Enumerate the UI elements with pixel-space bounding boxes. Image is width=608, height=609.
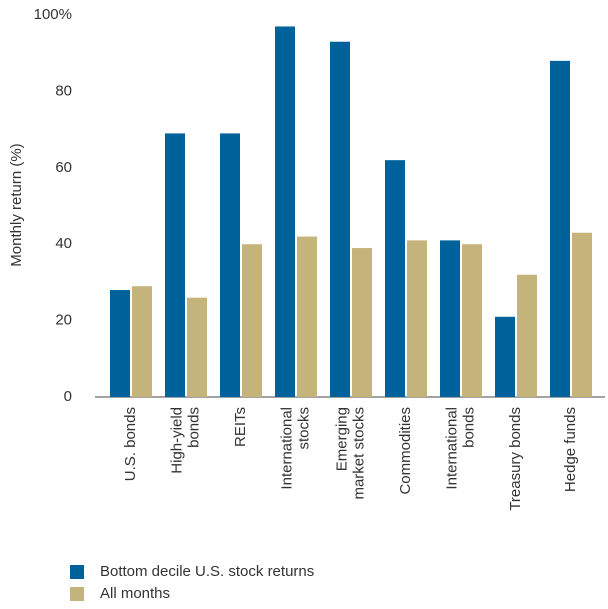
bar (297, 236, 317, 397)
x-tick-label: Commodities (397, 407, 414, 495)
y-tick-label: 80 (55, 82, 72, 99)
legend-swatch (70, 565, 84, 579)
x-tick-label: International (443, 407, 460, 490)
x-tick-label: REITs (232, 407, 249, 447)
x-tick-label: High-yield (168, 407, 185, 474)
bar (330, 41, 350, 398)
x-tick-label: U.S. bonds (122, 407, 139, 481)
bar (550, 60, 570, 398)
bar (110, 290, 130, 397)
x-tick-label: International (278, 407, 295, 490)
x-tick-label: bonds (185, 407, 202, 448)
y-tick-label: 100% (34, 6, 72, 23)
x-tick-label: market stocks (350, 407, 367, 500)
bar (462, 244, 482, 397)
bar (385, 160, 405, 397)
bar (572, 232, 592, 397)
y-tick-label: 60 (55, 159, 72, 176)
bar (220, 133, 240, 398)
bar (275, 26, 295, 398)
bar (242, 244, 262, 397)
bar (407, 240, 427, 397)
bar (187, 297, 207, 397)
x-tick-label: Treasury bonds (507, 407, 524, 511)
y-tick-label: 20 (55, 312, 72, 329)
y-axis-label: Monthly return (%) (8, 143, 25, 266)
bar (132, 286, 152, 397)
y-tick-label: 40 (55, 235, 72, 252)
legend-label: All months (100, 585, 170, 602)
x-tick-label: Hedge funds (562, 407, 579, 492)
x-tick-label: Emerging (333, 407, 350, 471)
x-tick-label: stocks (295, 407, 312, 450)
bar (495, 316, 515, 397)
legend-swatch (70, 587, 84, 601)
bar (352, 248, 372, 397)
y-tick-label: 0 (64, 388, 72, 405)
x-tick-label: bonds (460, 407, 477, 448)
bar (517, 274, 537, 397)
bar (165, 133, 185, 398)
legend-label: Bottom decile U.S. stock returns (100, 563, 314, 580)
bar (440, 240, 460, 397)
